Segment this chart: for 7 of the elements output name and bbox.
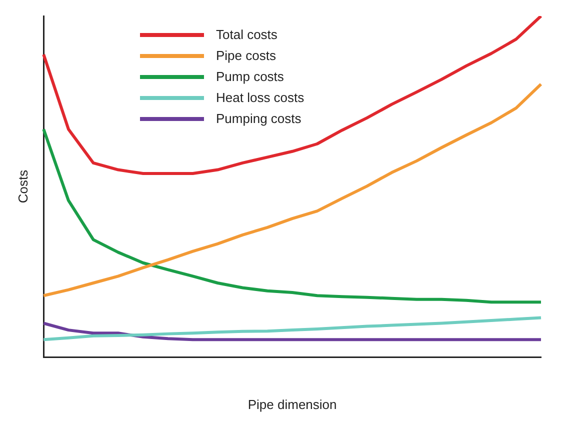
legend-label: Pump costs [216,69,284,84]
legend-label: Pipe costs [216,48,276,63]
y-axis-title: Costs [15,169,30,204]
legend-label: Total costs [216,27,278,42]
legend-label: Pumping costs [216,111,302,126]
x-axis-title: Pipe dimension [248,396,337,412]
legend-label: Heat loss costs [216,90,304,105]
